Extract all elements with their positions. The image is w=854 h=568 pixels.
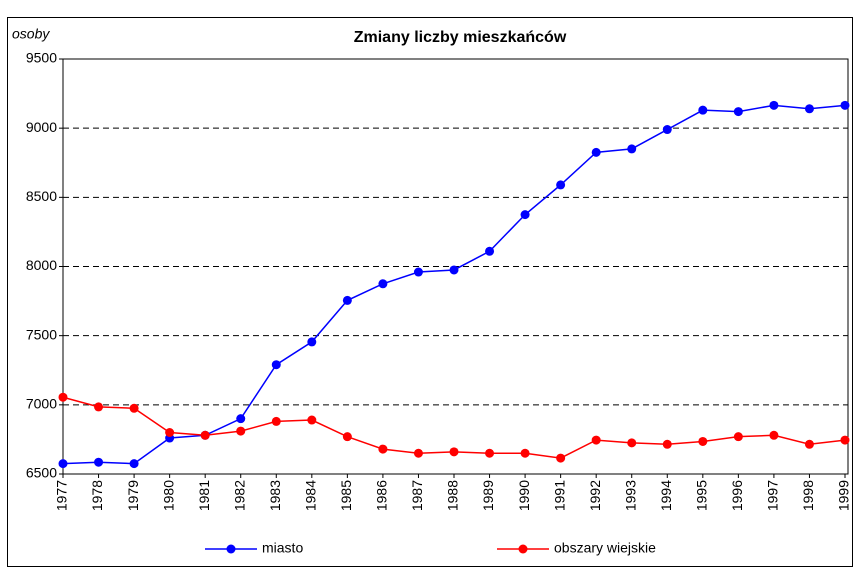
x-tick-label: 1983 — [267, 480, 283, 511]
x-tick-label: 1986 — [374, 480, 390, 511]
data-point — [378, 279, 388, 289]
x-tick-label: 1996 — [729, 480, 745, 511]
data-point — [591, 435, 601, 445]
data-point — [236, 426, 246, 436]
x-tick-label: 1988 — [445, 480, 461, 511]
data-point — [662, 125, 672, 135]
data-point — [165, 428, 175, 437]
data-point — [804, 439, 814, 449]
data-point — [485, 448, 495, 458]
y-tick-label: 9000 — [26, 119, 57, 135]
data-point — [200, 430, 210, 440]
data-point — [662, 439, 672, 449]
data-point — [129, 403, 139, 413]
data-point — [271, 360, 281, 370]
data-point — [271, 416, 281, 426]
x-tick-label: 1997 — [765, 480, 781, 511]
x-tick-label: 1987 — [409, 480, 425, 511]
data-point — [520, 210, 530, 220]
x-tick-label: 1995 — [694, 480, 710, 511]
x-tick-label: 1990 — [516, 480, 532, 511]
data-point — [342, 432, 352, 442]
data-point — [698, 105, 708, 115]
data-point — [342, 295, 352, 305]
legend-label: obszary wiejskie — [554, 540, 656, 556]
data-point — [840, 100, 850, 110]
data-point — [769, 430, 779, 440]
data-point — [236, 414, 246, 424]
data-point — [804, 104, 814, 114]
data-point — [94, 457, 104, 467]
data-point — [627, 144, 637, 154]
x-tick-label: 1980 — [160, 480, 176, 511]
data-point — [733, 432, 743, 442]
plot-border — [62, 58, 849, 475]
data-point — [698, 436, 708, 446]
data-point — [733, 107, 743, 117]
data-point — [378, 444, 388, 454]
x-tick-label: 1999 — [836, 480, 852, 511]
x-tick-label: 1989 — [480, 480, 496, 511]
x-tick-label: 1998 — [800, 480, 816, 511]
data-point — [591, 147, 601, 157]
data-point — [129, 459, 139, 469]
legend-marker — [226, 544, 236, 554]
data-point — [520, 448, 530, 458]
chart-title: Zmiany liczby mieszkańców — [354, 29, 567, 46]
x-tick-label: 1992 — [587, 480, 603, 511]
y-tick-label: 6500 — [26, 465, 57, 481]
legend-label: miasto — [262, 540, 303, 556]
data-point — [449, 447, 459, 457]
x-tick-label: 1982 — [231, 480, 247, 511]
data-point — [58, 392, 68, 402]
chart-frame — [7, 17, 853, 567]
data-point — [307, 415, 317, 425]
x-tick-label: 1979 — [125, 480, 141, 511]
y-axis-label: osoby — [12, 26, 50, 42]
data-point — [627, 438, 637, 448]
legend-marker — [518, 544, 528, 554]
x-tick-label: 1984 — [303, 480, 319, 511]
y-tick-label: 9500 — [26, 50, 57, 66]
x-tick-label: 1994 — [658, 480, 674, 511]
x-tick-label: 1985 — [338, 480, 354, 511]
data-point — [769, 100, 779, 110]
data-point — [556, 453, 566, 463]
data-point — [413, 448, 423, 458]
data-point — [840, 435, 850, 445]
y-tick-label: 8500 — [26, 188, 57, 204]
data-point — [307, 337, 317, 347]
data-point — [449, 265, 459, 275]
x-tick-label: 1993 — [622, 480, 638, 511]
data-point — [58, 459, 68, 469]
x-tick-label: 1977 — [54, 480, 70, 511]
data-point — [413, 267, 423, 277]
y-tick-label: 7000 — [26, 396, 57, 412]
data-point — [556, 180, 566, 190]
data-point — [94, 402, 104, 412]
x-tick-label: 1981 — [196, 480, 212, 511]
x-tick-label: 1991 — [551, 480, 567, 511]
y-tick-label: 8000 — [26, 257, 57, 273]
x-tick-label: 1978 — [89, 480, 105, 511]
y-tick-label: 7500 — [26, 326, 57, 342]
data-point — [485, 246, 495, 256]
